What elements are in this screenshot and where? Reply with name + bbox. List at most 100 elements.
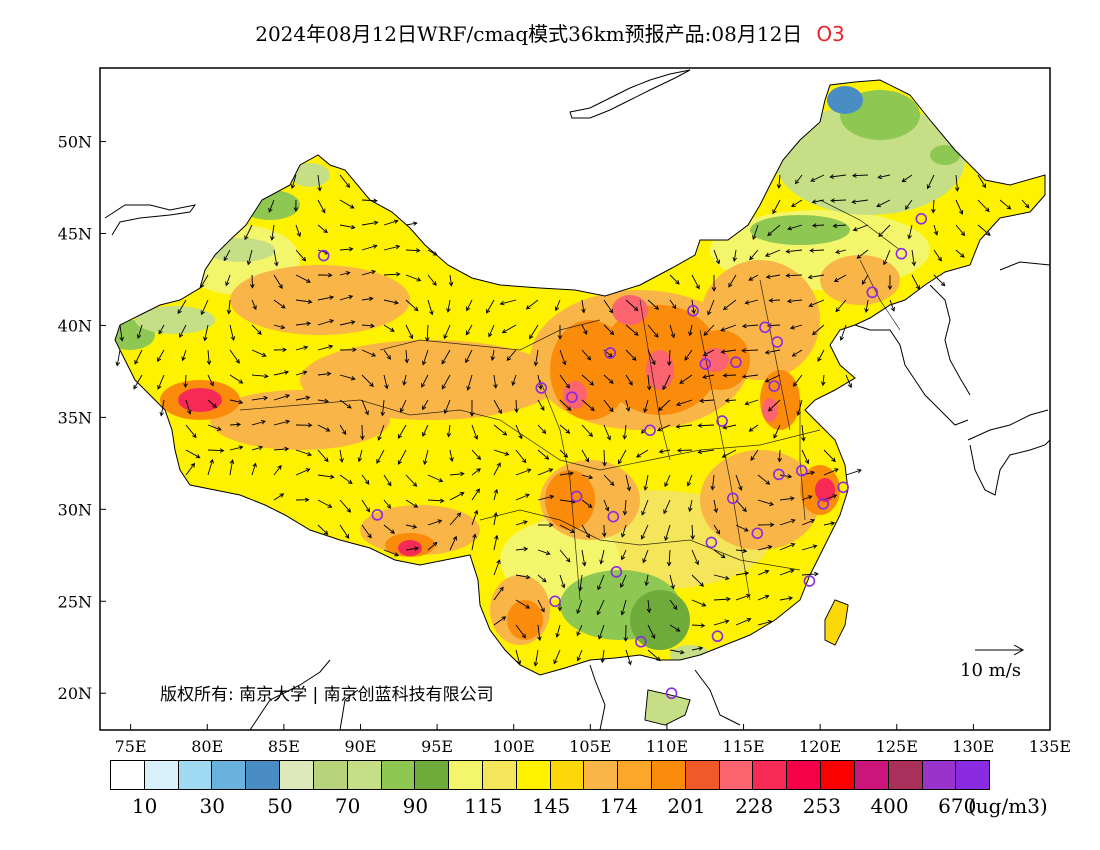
wind-arrow xyxy=(339,424,347,435)
wind-arrow xyxy=(625,649,632,666)
wind-arrow xyxy=(229,349,240,364)
wind-arrow xyxy=(405,324,414,340)
wind-arrow xyxy=(317,398,330,404)
wind-arrow xyxy=(339,320,356,326)
wind-arrow xyxy=(493,462,501,476)
wind-arrow xyxy=(293,199,299,212)
legend-swatch xyxy=(550,761,585,789)
city-station-marker xyxy=(371,509,384,521)
wind-arrow xyxy=(750,449,759,461)
wind-arrow xyxy=(801,449,810,465)
wind-arrow xyxy=(206,349,212,366)
city-station-marker xyxy=(705,536,718,549)
wind-arrow xyxy=(757,545,773,551)
wind-arrow xyxy=(246,249,253,266)
wind-arrow xyxy=(697,423,715,428)
wind-arrow xyxy=(361,296,374,302)
wind-arrow xyxy=(581,524,590,539)
wind-arrow xyxy=(493,511,498,526)
city-station-marker xyxy=(817,498,830,510)
wind-arrow xyxy=(448,274,454,287)
wind-arrow xyxy=(789,324,803,330)
wind-arrow xyxy=(466,299,473,312)
legend-label: 201 xyxy=(667,794,706,818)
wind-arrow xyxy=(581,399,595,412)
wind-arrow xyxy=(361,220,379,226)
wind-arrow xyxy=(735,548,748,554)
wind-arrow xyxy=(493,449,510,456)
wind-arrow xyxy=(835,249,847,254)
wind-arrow xyxy=(691,623,706,628)
wind-arrow xyxy=(226,299,232,315)
wind-arrow xyxy=(157,349,165,363)
lon-label: 105E xyxy=(569,737,611,756)
legend-swatch xyxy=(212,761,247,789)
legend-swatch xyxy=(787,761,822,789)
wind-arrow xyxy=(559,524,575,533)
wind-arrow xyxy=(644,574,650,587)
wind-arrow xyxy=(273,394,291,401)
wind-arrow xyxy=(777,449,782,463)
lon-label: 90E xyxy=(344,737,376,756)
wind-arrow xyxy=(713,619,730,626)
lon-label: 130E xyxy=(952,737,994,756)
wind-vectors xyxy=(115,173,1030,667)
wind-arrow xyxy=(339,199,355,209)
wind-arrow xyxy=(553,649,561,665)
wind-arrow xyxy=(559,574,566,589)
wind-arrow xyxy=(732,249,738,262)
wind-arrow xyxy=(493,616,507,626)
wind-arrow xyxy=(317,224,328,234)
wind-arrow xyxy=(339,224,356,230)
wind-arrow xyxy=(501,324,517,334)
legend-label: 174 xyxy=(599,794,638,818)
wind-arrow xyxy=(273,274,283,289)
wind-arrow xyxy=(691,574,704,587)
wind-arrow xyxy=(493,559,501,576)
wind-arrow xyxy=(185,424,197,439)
wind-arrow xyxy=(625,299,639,312)
wind-arrow xyxy=(735,499,747,513)
wind-arrow xyxy=(955,249,965,258)
wind-arrow xyxy=(679,374,693,384)
wind-arrow xyxy=(933,249,942,262)
wind-arrow xyxy=(223,249,231,262)
wind-arrow xyxy=(397,424,407,439)
wind-arrow xyxy=(383,499,392,509)
wind-arrow xyxy=(757,619,773,626)
wind-arrow xyxy=(576,599,583,615)
wind-arrow xyxy=(295,299,313,304)
wind-arrow xyxy=(290,174,297,190)
wind-arrow xyxy=(383,374,389,390)
legend-label: 253 xyxy=(802,794,841,818)
wind-arrow xyxy=(658,399,671,412)
wind-arrow xyxy=(449,449,454,462)
wind-arrow xyxy=(295,422,313,428)
wind-arrow xyxy=(559,424,571,434)
wind-arrow xyxy=(596,599,605,616)
wind-arrow xyxy=(383,324,395,332)
wind-arrow xyxy=(801,519,816,526)
wind-arrow xyxy=(251,395,269,401)
wind-arrow xyxy=(772,199,781,215)
wind-arrow xyxy=(823,449,836,463)
wind-arrow xyxy=(339,499,352,513)
wind-arrow xyxy=(622,424,628,440)
city-station-marker xyxy=(730,356,742,369)
wind-arrow xyxy=(883,249,891,266)
wind-arrow xyxy=(581,349,592,361)
wind-arrow xyxy=(533,349,539,367)
legend-swatch xyxy=(618,761,652,789)
wind-arrow xyxy=(441,349,451,365)
wind-arrow xyxy=(427,498,445,504)
wind-arrow xyxy=(515,449,527,464)
lon-label: 120E xyxy=(799,737,841,756)
lat-label: 20N xyxy=(58,684,92,703)
wind-arrow xyxy=(581,299,586,314)
wind-arrow xyxy=(835,299,847,313)
wind-arrow xyxy=(713,249,721,265)
wind-arrow xyxy=(469,399,475,417)
wind-arrow xyxy=(383,299,399,305)
wind-arrow xyxy=(559,374,570,389)
legend-swatch xyxy=(888,761,923,789)
